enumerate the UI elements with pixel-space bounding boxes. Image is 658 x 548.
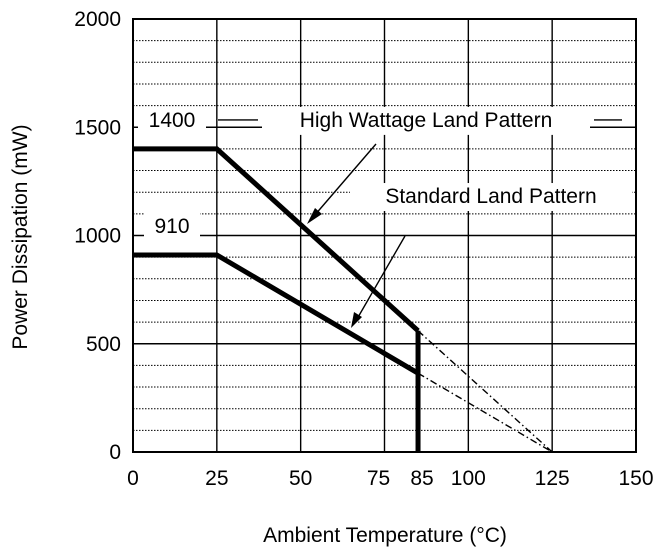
value-label-bg — [144, 212, 200, 241]
y-tick-label: 500 — [86, 333, 121, 356]
series-label-standard: Standard Land Pattern — [385, 185, 596, 208]
x-tick-label: 85 — [410, 467, 433, 490]
series-label-bg — [350, 183, 632, 212]
series-extension-dashed — [417, 372, 553, 453]
x-tick-label: 75 — [367, 467, 390, 490]
x-tick-label: 50 — [289, 467, 312, 490]
series-labels: 1400 910 High Wattage Land Pattern Standard… — [138, 106, 632, 328]
value-label-bg — [138, 106, 206, 135]
y-tick-label: 0 — [109, 441, 121, 464]
y-tick-label: 2000 — [74, 8, 121, 31]
series-line — [133, 252, 420, 376]
y-axis-label: Power Dissipation (mW) — [9, 124, 32, 349]
value-label: 910 — [154, 215, 189, 238]
series-label-high-wattage: High Wattage Land Pattern — [300, 109, 553, 132]
x-tick-label: 125 — [535, 467, 570, 490]
series-lines — [133, 146, 553, 453]
series-label-bg — [262, 106, 590, 135]
plot-frame — [132, 18, 637, 453]
pointer-arrowhead — [307, 208, 322, 224]
y-tick-label: 1500 — [74, 116, 121, 139]
pointer-arrowhead — [351, 312, 362, 328]
y-tick-labels: 0 500 1000 1500 2000 — [74, 8, 121, 464]
value-label: 1400 — [149, 109, 196, 132]
pointer-arrow — [313, 143, 377, 217]
x-tick-label: 0 — [127, 467, 139, 490]
y-tick-label: 1000 — [74, 225, 121, 248]
x-tick-label: 25 — [205, 467, 228, 490]
series-extension-dashed — [417, 330, 553, 453]
series-line — [133, 146, 420, 333]
x-tick-labels: 0 25 50 75 85 100 125 150 — [127, 467, 653, 490]
x-tick-label: 100 — [451, 467, 486, 490]
x-tick-label: 150 — [618, 467, 653, 490]
x-axis-label: Ambient Temperature (°C) — [263, 524, 507, 547]
pointer-arrow — [356, 235, 406, 320]
